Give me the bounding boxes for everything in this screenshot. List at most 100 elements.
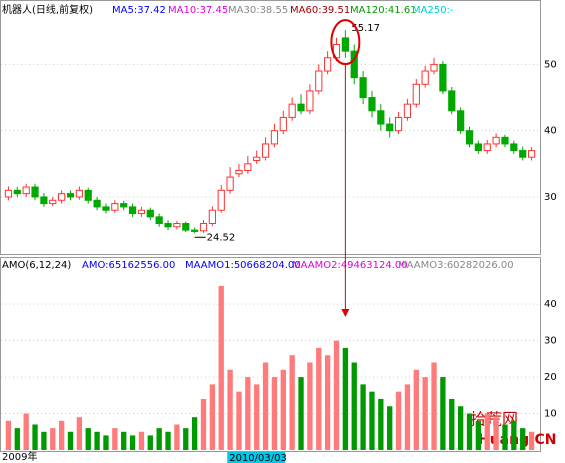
candle-body xyxy=(448,90,456,112)
candle-body xyxy=(359,77,367,99)
candle-body xyxy=(386,123,394,132)
candle-body xyxy=(341,37,349,52)
chart-title: 机器人(日线,前复权) xyxy=(2,3,93,16)
volume-title: AMO(6,12,24) xyxy=(2,260,71,271)
candle-body xyxy=(4,189,13,198)
volume-bar xyxy=(147,435,153,450)
candle-body xyxy=(501,136,509,145)
candle-body xyxy=(350,50,358,79)
y-tick-label: 50 xyxy=(544,59,557,70)
ma-label: MA30:38.55 xyxy=(228,5,288,16)
volume-bar xyxy=(94,431,100,450)
candle-body xyxy=(519,150,527,158)
candle-body xyxy=(128,206,137,215)
candle-body xyxy=(253,156,261,162)
candle-body xyxy=(31,186,39,198)
candle-body xyxy=(182,222,190,231)
candle-body xyxy=(430,63,438,72)
volume-bar xyxy=(387,406,393,450)
volume-bar xyxy=(457,406,464,450)
candle-body xyxy=(394,116,403,132)
candle-body xyxy=(261,143,270,158)
amo-label: AMO:65162556.00 xyxy=(82,260,175,271)
candle-body xyxy=(93,199,101,208)
volume-bar xyxy=(32,424,38,450)
volume-bar xyxy=(218,285,224,450)
volume-bar xyxy=(129,435,136,450)
candle-body xyxy=(412,83,420,105)
volume-bar xyxy=(245,377,251,450)
volume-bar xyxy=(138,431,145,450)
volume-bar xyxy=(271,377,278,450)
candle-body xyxy=(40,196,48,205)
candle-body xyxy=(173,222,181,228)
volume-bar xyxy=(121,431,127,450)
volume-bar xyxy=(493,417,499,450)
candle-body xyxy=(324,57,332,72)
x-label: 2010/03/03 xyxy=(229,453,287,463)
volume-bar xyxy=(174,424,180,450)
amo-label: MAAMO1:50668204.00 xyxy=(185,260,301,271)
volume-bar xyxy=(475,420,482,450)
y-tick-label: 10 xyxy=(544,409,557,420)
candle-body xyxy=(146,209,154,218)
candle-body xyxy=(84,189,92,201)
candle-body xyxy=(421,70,429,85)
volume-bar xyxy=(103,435,109,450)
volume-bar xyxy=(307,362,313,450)
candle-body xyxy=(111,203,119,211)
volume-bar xyxy=(502,424,508,450)
candle-body xyxy=(315,70,323,92)
y-tick-label: 30 xyxy=(544,336,557,347)
volume-bar xyxy=(431,362,437,450)
candle-body xyxy=(164,222,172,228)
y-tick-label: 40 xyxy=(544,299,557,310)
volume-bar xyxy=(236,391,242,450)
candle-body xyxy=(155,216,163,224)
volume-bar xyxy=(262,362,269,450)
candle-body xyxy=(13,189,21,195)
candle-body xyxy=(49,199,57,205)
volume-bar xyxy=(413,369,419,450)
y-tick-label: 40 xyxy=(544,126,557,137)
volume-bar xyxy=(165,431,171,450)
ma-label: MA120:41.61 xyxy=(350,5,417,16)
candle-body xyxy=(208,209,216,224)
candle-body xyxy=(465,130,474,145)
x-label: 2009年 xyxy=(2,450,37,463)
volume-bar xyxy=(112,428,118,450)
volume-bar xyxy=(316,347,322,450)
volume-bar xyxy=(289,355,295,450)
volume-bar xyxy=(200,398,207,450)
low-label: 24.52 xyxy=(207,232,236,243)
volume-bar xyxy=(67,431,74,450)
volume-bar xyxy=(395,391,402,450)
ma-label: MA60:39.51 xyxy=(290,5,350,16)
candle-body xyxy=(191,229,199,232)
volume-bar xyxy=(209,384,216,450)
candle-body xyxy=(75,189,83,198)
volume-bar xyxy=(298,377,304,450)
candle-body xyxy=(297,103,305,112)
candle-body xyxy=(527,150,536,158)
volume-bar xyxy=(360,384,366,450)
candle-body xyxy=(492,136,500,145)
candle-body xyxy=(226,176,234,191)
volume-bar xyxy=(156,428,162,450)
candle-body xyxy=(403,103,412,118)
volume-bar xyxy=(14,428,20,450)
volume-bar xyxy=(5,420,12,450)
candle-body xyxy=(306,90,314,112)
volume-bar xyxy=(511,420,517,450)
volume-bar xyxy=(333,340,340,450)
volume-bar xyxy=(41,431,47,450)
high-label: 55.17 xyxy=(351,23,380,34)
volume-bar xyxy=(324,355,331,450)
volume-bar xyxy=(58,420,65,450)
volume-bar xyxy=(466,413,473,450)
candle-body xyxy=(199,222,208,232)
candle-body xyxy=(483,143,491,152)
candle-body xyxy=(439,63,447,92)
y-tick-label: 20 xyxy=(544,372,557,383)
